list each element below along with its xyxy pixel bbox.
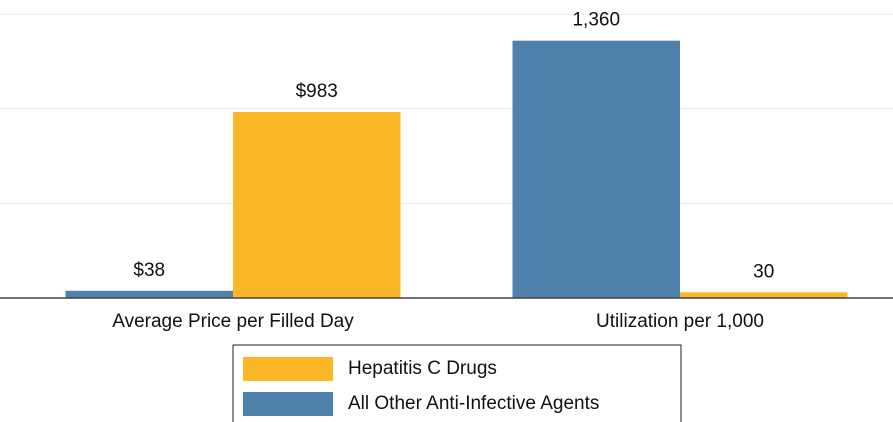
bar [512,40,680,299]
bar [233,112,401,298]
bar [65,290,233,298]
legend-label: Hepatitis C Drugs [348,358,497,379]
bar [680,292,848,298]
x-tick-label: Average Price per Filled Day [112,311,354,332]
x-tick-label: Utilization per 1,000 [596,311,764,332]
legend-swatch [243,357,333,381]
value-label: $983 [296,81,338,102]
value-label: 1,360 [572,10,620,31]
value-label: 30 [753,261,774,282]
legend-swatch [243,392,333,416]
legend-label: All Other Anti-Infective Agents [348,393,599,414]
value-label: $38 [133,260,165,281]
